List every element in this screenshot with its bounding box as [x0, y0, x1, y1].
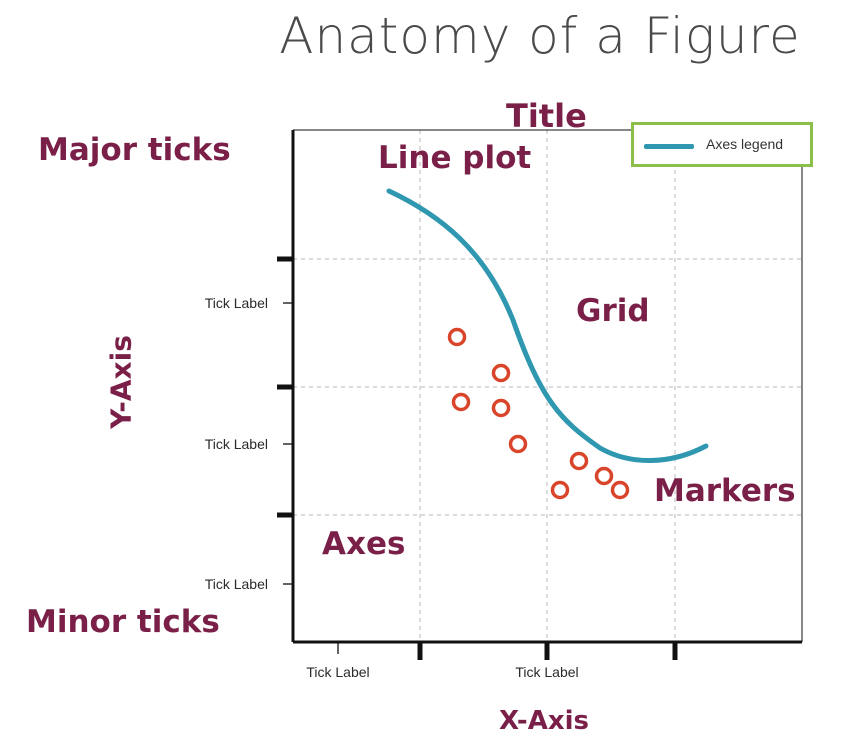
markers [447, 327, 630, 500]
legend-line-swatch [644, 144, 694, 149]
callout-line-plot: Line plot [378, 140, 532, 176]
marker [550, 480, 570, 500]
x-tick-label: Tick Label [515, 664, 579, 680]
legend-label: Axes legend [706, 136, 784, 152]
marker [451, 392, 471, 412]
callout-grid: Grid [576, 293, 650, 329]
marker [491, 363, 511, 383]
callout-y-axis: Y-Axis [104, 335, 138, 429]
x-tick-label: Tick Label [306, 664, 370, 680]
grid [293, 130, 802, 642]
axes-legend: Axes legend [631, 122, 813, 167]
marker [569, 451, 589, 471]
minor-ticks-x [337, 642, 548, 654]
y-tick-label: Tick Label [204, 295, 268, 311]
major-ticks-y [277, 256, 293, 518]
marker [491, 398, 511, 418]
callout-markers: Markers [654, 473, 796, 509]
callout-title: Title [506, 97, 587, 135]
y-tick-label: Tick Label [204, 576, 268, 592]
minor-ticks-y [283, 302, 293, 585]
callout-x-axis: X-Axis [499, 706, 589, 736]
callout-axes: Axes [322, 526, 406, 562]
callout-minor-ticks: Minor ticks [26, 604, 220, 640]
line-plot-curve [386, 188, 709, 463]
callout-major-ticks: Major ticks [38, 132, 231, 168]
marker [610, 480, 630, 500]
page-title: Anatomy of a Figure [279, 7, 801, 65]
marker [594, 466, 614, 486]
marker [508, 434, 528, 454]
marker [447, 327, 467, 347]
y-tick-label: Tick Label [204, 436, 268, 452]
